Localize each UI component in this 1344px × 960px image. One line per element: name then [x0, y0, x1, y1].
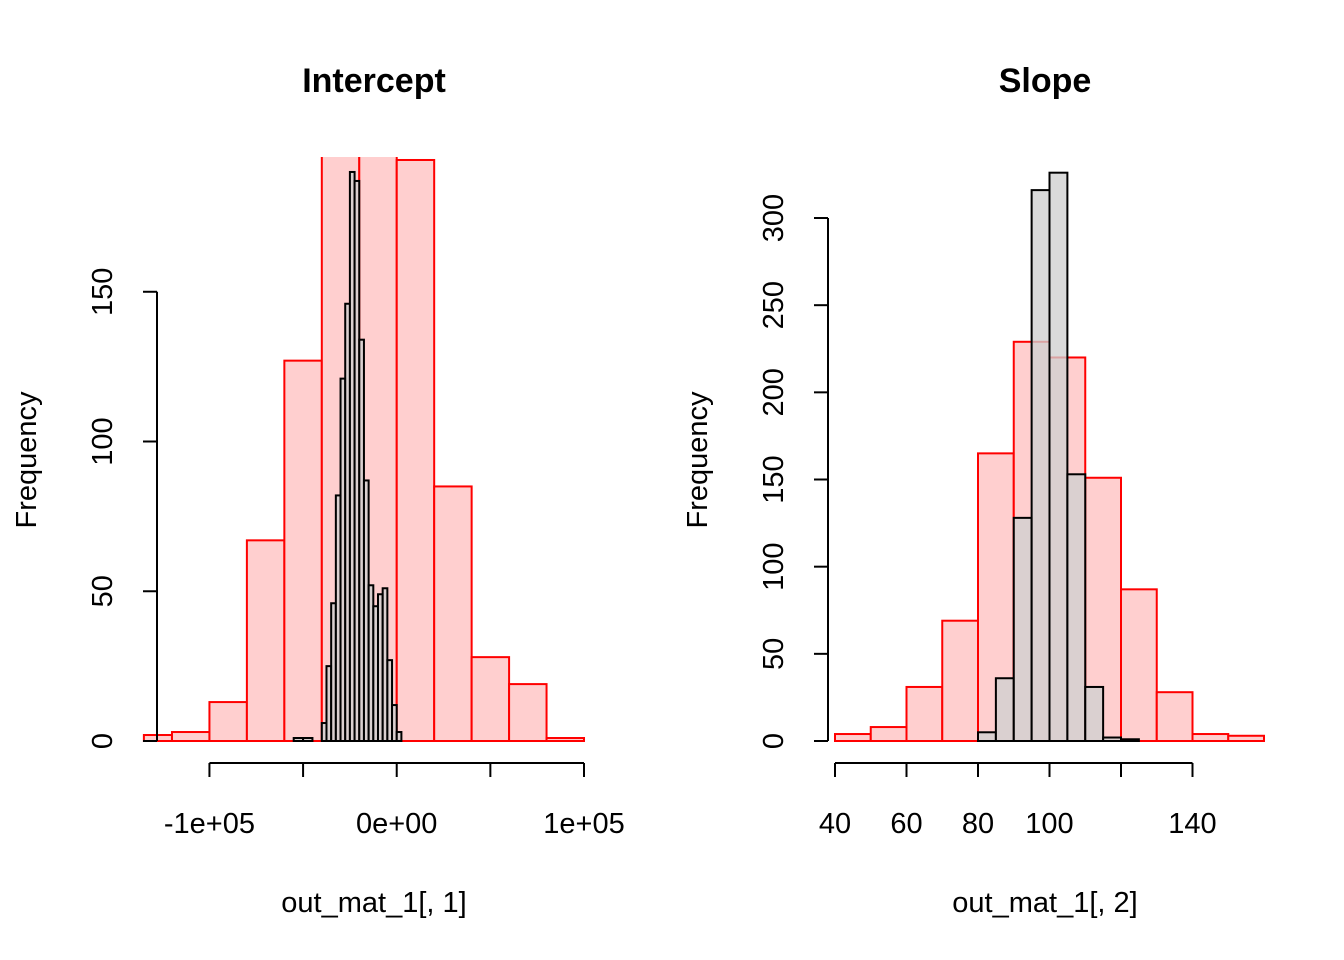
histogram-bar-gray: [1048, 171, 1069, 742]
histogram-bar-gray: [395, 731, 403, 743]
histogram-bar-gray: [1102, 736, 1123, 743]
histogram-bar-gray: [292, 737, 305, 743]
y-tick-label: 50: [758, 638, 790, 670]
y-axis-label: Frequency: [11, 391, 43, 529]
chart-title: Slope: [999, 62, 1092, 100]
histogram-bar-red: [941, 619, 979, 743]
y-axis-label: Frequency: [682, 391, 714, 529]
histogram-bar-red: [245, 539, 286, 743]
histogram-bar-gray: [994, 677, 1015, 742]
y-tick-label: 150: [87, 268, 119, 316]
y-tick-label: 50: [87, 575, 119, 607]
intercept-panel: Intercept out_mat_1[, 1] Frequency 0 50 10…: [11, 62, 625, 919]
y-tick-label: 250: [758, 281, 790, 329]
x-tick-label: 60: [890, 808, 922, 840]
y-tick-label: 100: [758, 542, 790, 590]
x-tick-label: 0e+00: [356, 808, 437, 840]
histogram-bar-red: [1191, 733, 1230, 743]
y-tick-label: 0: [87, 733, 119, 749]
histogram-bar-red: [869, 726, 908, 742]
histogram-bar-red: [545, 737, 585, 743]
y-tick-label: 100: [87, 417, 119, 465]
histogram-bar-gray: [302, 737, 314, 743]
y-tick-label: 200: [758, 368, 790, 416]
bars: [142, 157, 585, 743]
histogram-bar-red: [834, 733, 872, 743]
histogram-bar-gray: [1120, 738, 1140, 743]
x-tick-label: 140: [1168, 808, 1216, 840]
y-tick-label: 150: [758, 455, 790, 503]
slope-panel: Slope out_mat_1[, 2] Frequency 0 50 100 150…: [682, 62, 1265, 919]
histogram-bar-red: [1227, 734, 1265, 743]
y-tick-label: 300: [758, 194, 790, 242]
histogram-bar-gray: [1030, 189, 1051, 742]
histogram-bar-gray: [391, 704, 398, 742]
bars: [834, 171, 1265, 743]
histogram-bar-gray: [1084, 685, 1105, 743]
histogram-bar-red: [1155, 691, 1194, 743]
y-tick-label: 0: [758, 733, 790, 749]
x-axis-label: out_mat_1[, 2]: [952, 887, 1137, 919]
x-tick-label: 100: [1025, 808, 1073, 840]
histogram-bar-red: [508, 683, 548, 742]
histogram-bar-gray: [386, 659, 394, 743]
histogram-bar-gray: [1012, 516, 1033, 742]
histogram-bar-red: [170, 731, 211, 743]
histogram-bar-gray: [1066, 473, 1087, 742]
histogram-bar-red: [470, 656, 511, 743]
histogram-bar-red: [905, 685, 944, 743]
x-tick-label: 40: [819, 808, 851, 840]
x-tick-label: 80: [962, 808, 994, 840]
histogram-bar-red: [283, 359, 323, 742]
histogram-bar-red: [395, 158, 436, 743]
chart-title: Intercept: [302, 62, 446, 100]
histogram-bar-red: [433, 485, 473, 742]
histogram-bar-gray: [977, 731, 997, 743]
x-tick-label: -1e+05: [164, 808, 255, 840]
x-tick-label: 1e+05: [543, 808, 624, 840]
histogram-bar-red: [1120, 588, 1158, 743]
x-axis-label: out_mat_1[, 1]: [281, 887, 466, 919]
histogram-bar-red: [208, 701, 248, 743]
